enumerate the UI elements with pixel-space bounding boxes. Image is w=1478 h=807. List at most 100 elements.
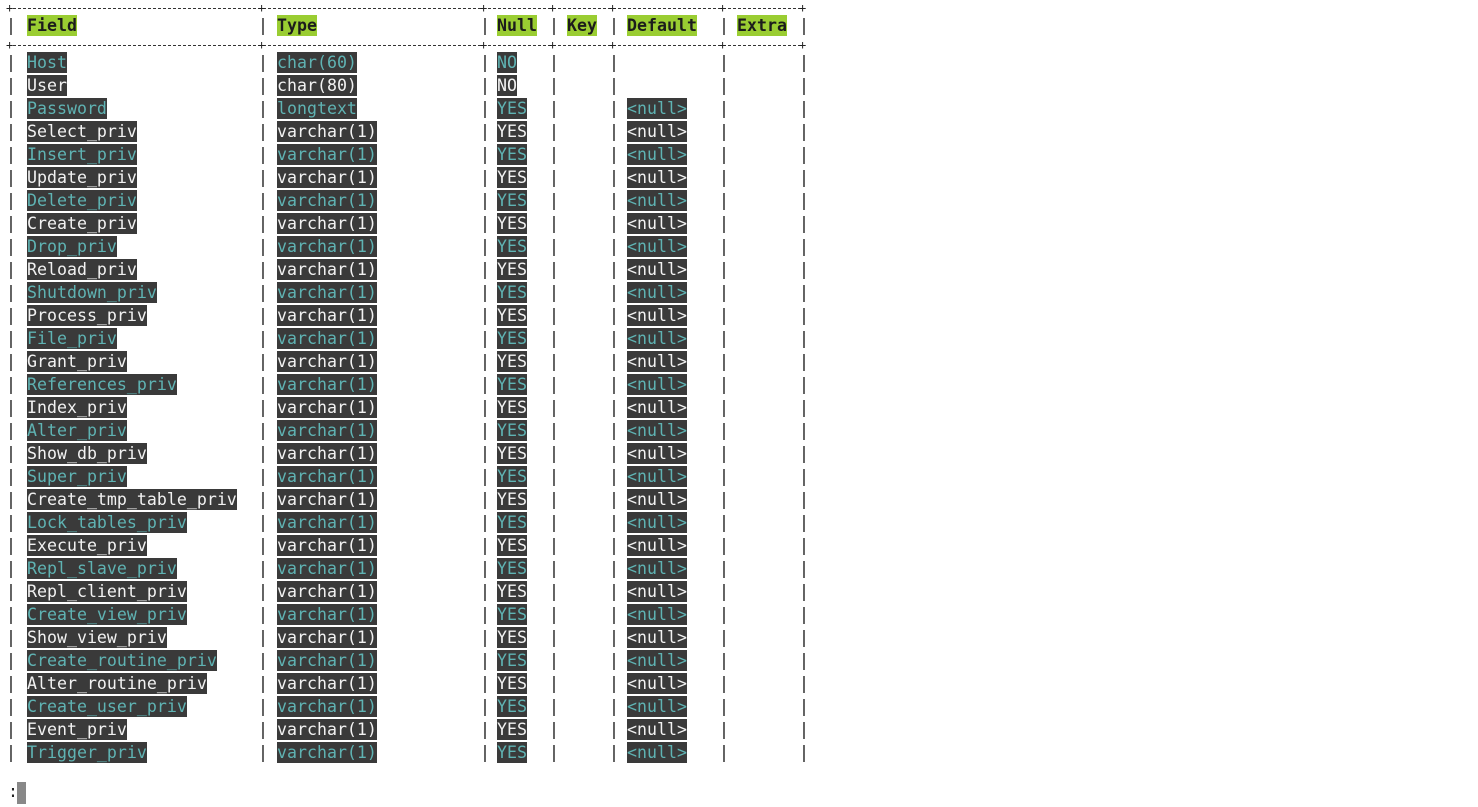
column-divider: | <box>480 76 490 95</box>
cell-type: varchar(1) <box>277 696 377 717</box>
cell-default: <null> <box>627 604 687 625</box>
cell-default: <null> <box>627 742 687 763</box>
column-divider: | <box>799 421 809 440</box>
column-divider: | <box>258 605 268 624</box>
column-divider: | <box>6 352 16 371</box>
border-corner: + <box>719 38 727 52</box>
column-divider: | <box>480 421 490 440</box>
column-divider: | <box>549 743 559 762</box>
column-divider: | <box>6 16 16 35</box>
column-divider: | <box>549 628 559 647</box>
cell-field: Create_view_priv <box>27 604 187 625</box>
column-divider: | <box>549 375 559 394</box>
column-divider: | <box>719 605 729 624</box>
column-divider: | <box>480 53 490 72</box>
column-divider: | <box>258 720 268 739</box>
column-divider: | <box>719 697 729 716</box>
column-divider: | <box>609 306 619 325</box>
cell-default: <null> <box>627 213 687 234</box>
border-corner: + <box>6 38 14 52</box>
border-corner: + <box>799 38 807 52</box>
column-divider: | <box>719 467 729 486</box>
column-divider: | <box>480 214 490 233</box>
column-divider: | <box>6 697 16 716</box>
column-divider: | <box>719 720 729 739</box>
column-divider: | <box>480 628 490 647</box>
cell-field: Update_priv <box>27 167 137 188</box>
column-divider: | <box>719 536 729 555</box>
column-divider: | <box>480 490 490 509</box>
column-divider: | <box>258 306 268 325</box>
column-divider: | <box>719 743 729 762</box>
cell-type: varchar(1) <box>277 466 377 487</box>
column-divider: | <box>609 674 619 693</box>
border-corner: + <box>480 38 488 52</box>
column-divider: | <box>719 398 729 417</box>
column-divider: | <box>719 306 729 325</box>
column-divider: | <box>799 76 809 95</box>
column-divider: | <box>6 605 16 624</box>
column-divider: | <box>719 490 729 509</box>
column-divider: | <box>799 16 809 35</box>
column-divider: | <box>609 237 619 256</box>
column-divider: | <box>258 352 268 371</box>
cell-field: Host <box>27 52 67 73</box>
column-divider: | <box>258 99 268 118</box>
text-cursor[interactable] <box>17 782 26 804</box>
column-divider: | <box>549 352 559 371</box>
column-divider: | <box>549 329 559 348</box>
column-divider: | <box>258 76 268 95</box>
cell-field: Show_db_priv <box>27 443 147 464</box>
column-divider: | <box>799 122 809 141</box>
cell-null: YES <box>497 144 527 165</box>
column-divider: | <box>609 352 619 371</box>
column-divider: | <box>609 444 619 463</box>
cell-type: varchar(1) <box>277 259 377 280</box>
column-divider: | <box>6 467 16 486</box>
column-divider: | <box>480 467 490 486</box>
column-divider: | <box>609 536 619 555</box>
border-corner: + <box>258 1 266 15</box>
column-divider: | <box>609 467 619 486</box>
column-divider: | <box>6 53 16 72</box>
column-divider: | <box>719 352 729 371</box>
cell-type: varchar(1) <box>277 144 377 165</box>
column-divider: | <box>549 398 559 417</box>
cell-type: varchar(1) <box>277 443 377 464</box>
cell-default: <null> <box>627 282 687 303</box>
column-divider: | <box>799 329 809 348</box>
column-divider: | <box>549 237 559 256</box>
cell-default: <null> <box>627 719 687 740</box>
cell-type: char(80) <box>277 75 357 96</box>
cell-type: char(60) <box>277 52 357 73</box>
column-divider: | <box>609 743 619 762</box>
column-divider: | <box>480 168 490 187</box>
cell-null: YES <box>497 604 527 625</box>
column-divider: | <box>480 375 490 394</box>
column-divider: | <box>719 76 729 95</box>
cell-default: <null> <box>627 328 687 349</box>
cell-default: <null> <box>627 535 687 556</box>
cell-default: <null> <box>627 443 687 464</box>
column-divider: | <box>258 628 268 647</box>
cell-type: varchar(1) <box>277 190 377 211</box>
column-divider: | <box>258 467 268 486</box>
cell-field: Shutdown_priv <box>27 282 157 303</box>
column-divider: | <box>258 651 268 670</box>
cell-field: Show_view_priv <box>27 627 167 648</box>
column-divider: | <box>258 260 268 279</box>
column-divider: | <box>799 145 809 164</box>
cell-default: <null> <box>627 259 687 280</box>
column-divider: | <box>609 99 619 118</box>
column-divider: | <box>719 674 729 693</box>
column-divider: | <box>719 375 729 394</box>
cell-null: YES <box>497 673 527 694</box>
cell-field: Index_priv <box>27 397 127 418</box>
column-divider: | <box>719 444 729 463</box>
cell-type: varchar(1) <box>277 167 377 188</box>
column-divider: | <box>258 283 268 302</box>
column-divider: | <box>719 122 729 141</box>
column-divider: | <box>719 214 729 233</box>
column-divider: | <box>480 651 490 670</box>
column-divider: | <box>799 743 809 762</box>
